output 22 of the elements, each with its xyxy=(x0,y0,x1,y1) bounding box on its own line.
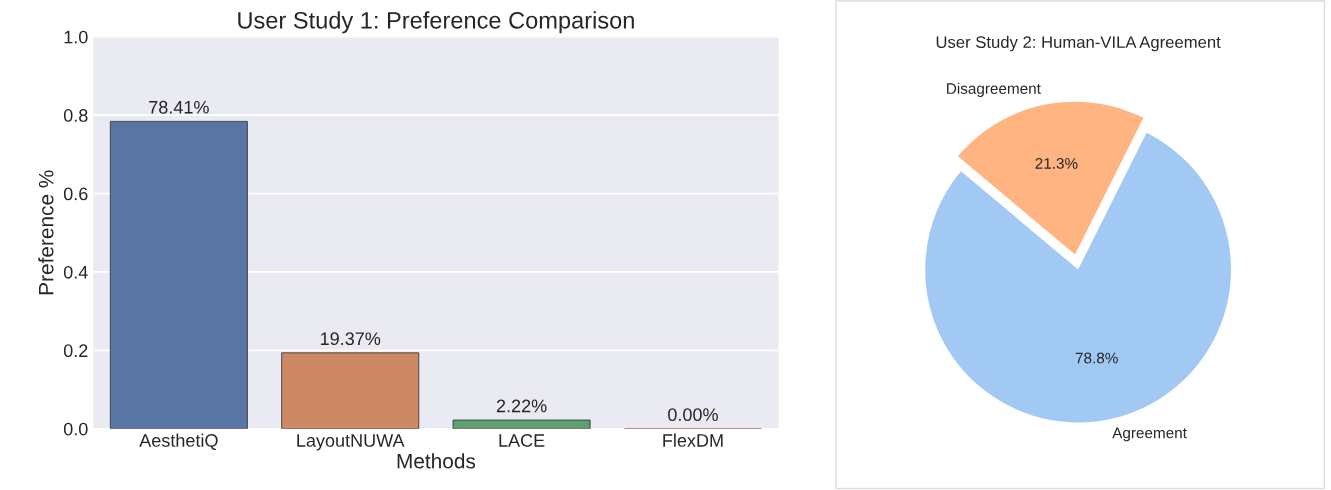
y-tick-label: 0.4 xyxy=(63,265,88,279)
data-label: 78.8% xyxy=(1075,352,1118,364)
chart-title: User Study 2: Human-VILA Agreement xyxy=(936,35,1221,52)
y-tick-label: 0.6 xyxy=(63,187,88,201)
chart-title: User Study 1: Preference Comparison xyxy=(238,11,634,34)
x-tick-label: LayoutNUWA xyxy=(297,434,405,451)
y-tick-label: 0.8 xyxy=(63,109,88,122)
data-label: 0.00% xyxy=(668,408,718,422)
x-tick-label: FlexDM xyxy=(663,433,723,447)
y-tick-label: 0.0 xyxy=(63,422,88,436)
data-label: 2.22% xyxy=(496,399,547,413)
y-axis-title: Preference % xyxy=(38,170,54,295)
y-tick-label: 0.2 xyxy=(63,344,88,358)
slice-label: Agreement xyxy=(1112,427,1187,442)
x-tick-label: LACE xyxy=(499,434,545,447)
slice-label: Disagreement xyxy=(947,82,1041,97)
x-tick-label: AesthetiQ xyxy=(139,433,218,451)
data-label: 78.41% xyxy=(149,100,209,114)
x-axis-title: Methods xyxy=(397,453,476,469)
data-label: 21.3% xyxy=(1035,157,1078,169)
y-tick-label: 1.0 xyxy=(64,30,88,44)
data-label: 19.37% xyxy=(320,332,381,346)
